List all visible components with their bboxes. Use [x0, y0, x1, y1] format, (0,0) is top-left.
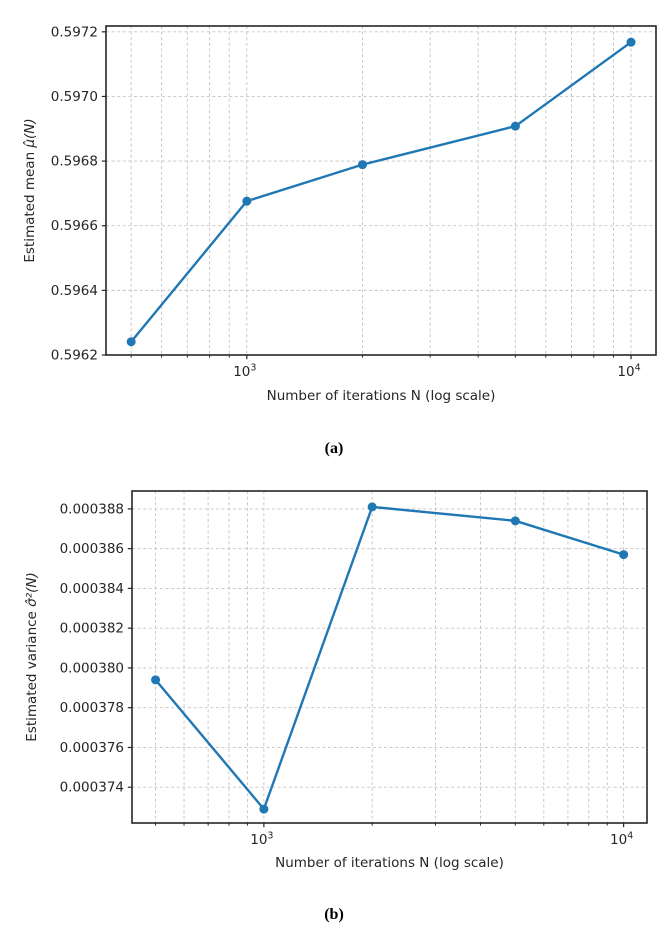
y-tick-label: 0.5962 [51, 348, 98, 364]
x-axis-label: Number of iterations N (log scale) [267, 388, 496, 404]
x-tick-label: 103 [250, 831, 273, 849]
data-point [619, 550, 629, 560]
y-tick-label: 0.000388 [60, 501, 124, 517]
chart-estimated-variance: 0.000374 0.000376 0.000378 0.000380 0.000382… [24, 490, 648, 871]
plot-border [105, 25, 657, 356]
data-line [154, 505, 625, 811]
y-tick-label: 0.5972 [51, 24, 98, 40]
y-tick-label: 0.000380 [60, 660, 124, 676]
data-point [259, 804, 269, 814]
data-point [367, 502, 377, 512]
x-tick-label: 104 [617, 363, 640, 381]
x-tick-label: 103 [233, 363, 256, 381]
y-axis-label: Estimated mean μ̂(N) [22, 118, 38, 262]
data-point [357, 160, 367, 170]
data-point [510, 121, 520, 131]
data-point [151, 675, 161, 685]
data-line [129, 40, 633, 343]
y-tick-label: 0.5964 [51, 283, 98, 299]
plot-border [131, 490, 648, 824]
y-tick-label: 0.000376 [60, 740, 124, 756]
y-tick-label: 0.000374 [60, 780, 124, 796]
figure-a-caption: (a) [324, 440, 344, 457]
y-tick-label: 0.000384 [60, 581, 124, 597]
y-tick-label: 0.000382 [60, 621, 124, 637]
y-axis-label: Estimated variance σ̂²(N) [24, 572, 40, 742]
data-point [626, 37, 636, 47]
data-point [242, 196, 252, 206]
chart-estimated-mean: 0.5962 0.5964 0.5966 0.5968 0.5970 0.5972 103 1… [22, 24, 657, 404]
x-tick-label: 104 [610, 831, 633, 849]
y-tick-label: 0.5968 [51, 154, 98, 170]
y-tick-label: 0.000386 [60, 541, 124, 557]
data-point [510, 516, 520, 526]
y-tick-label: 0.000378 [60, 700, 124, 716]
x-axis-label: Number of iterations N (log scale) [275, 855, 504, 871]
figure-b-caption: (b) [324, 906, 344, 923]
data-point [126, 337, 136, 347]
y-tick-label: 0.5970 [51, 89, 98, 105]
y-tick-label: 0.5966 [51, 218, 98, 234]
